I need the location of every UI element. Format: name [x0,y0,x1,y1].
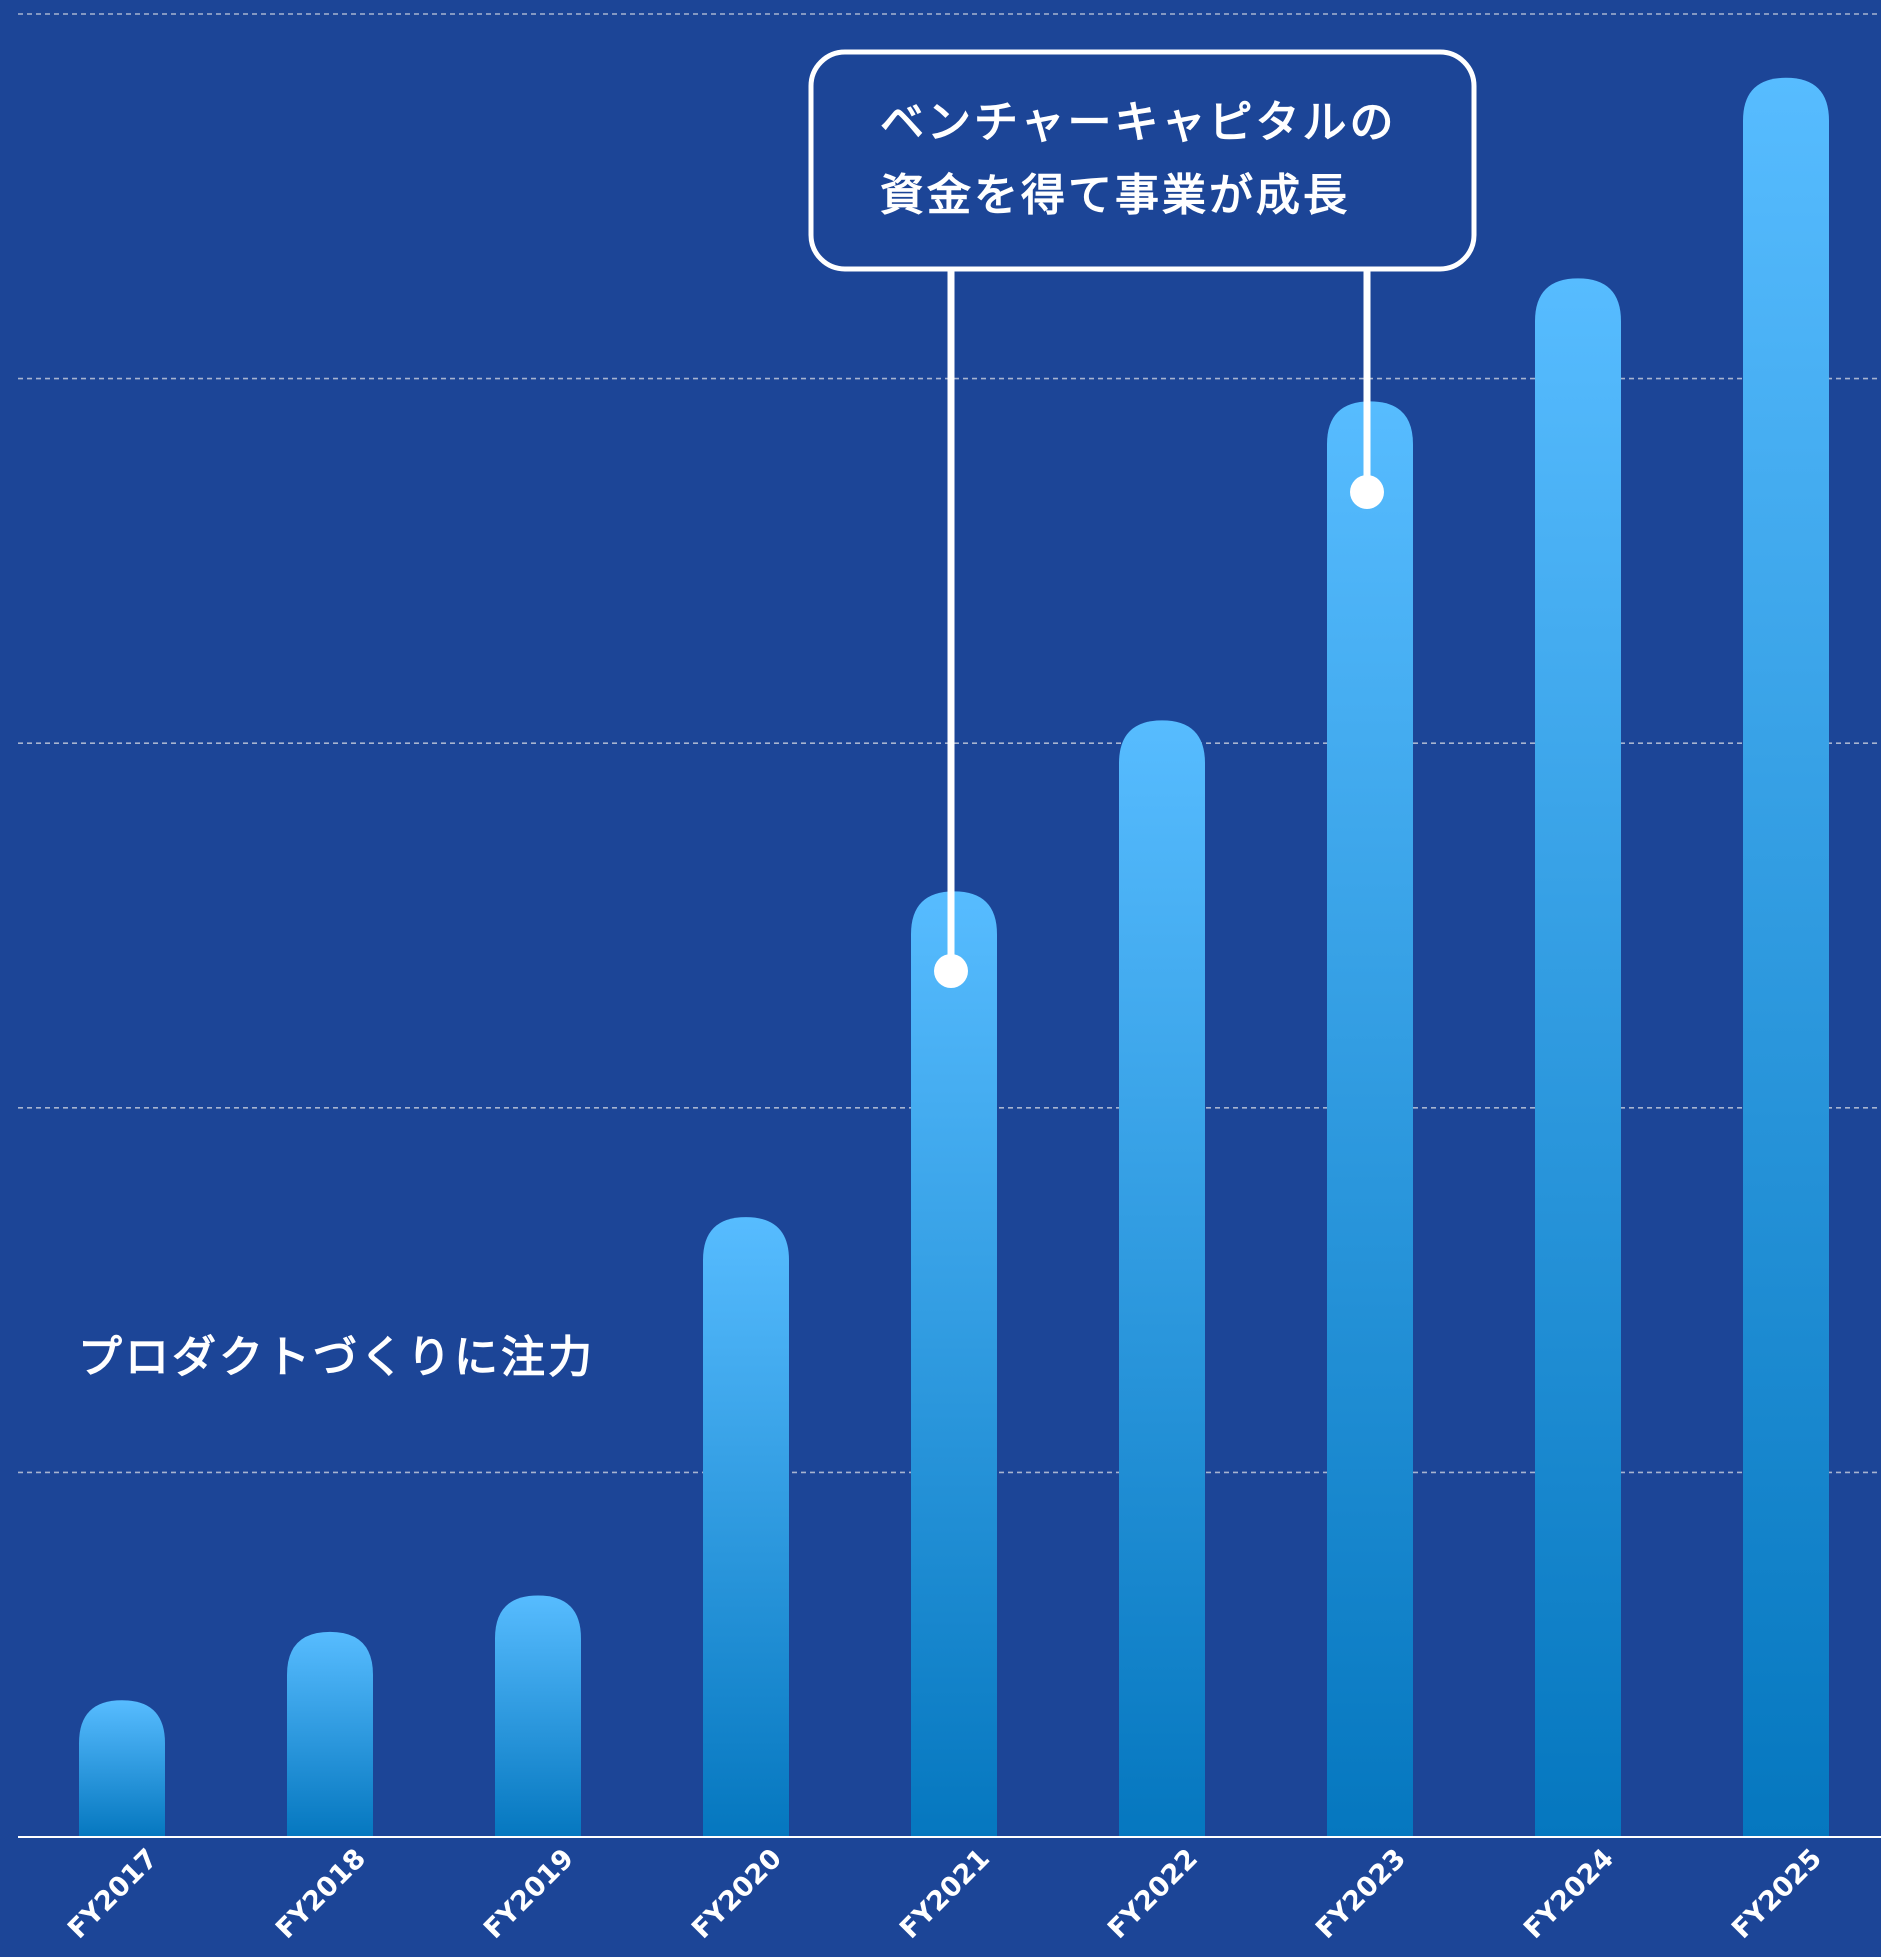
bar-fy2022 [1119,720,1205,1837]
bar-fy2023 [1327,401,1413,1838]
bar-fy2018 [287,1631,373,1837]
annotation-vc-line1: ベンチャーキャピタルの [880,97,1397,148]
bar-fy2021 [911,891,997,1837]
bar-fy2025 [1743,77,1829,1837]
annotation-early-focus: プロダクトづくりに注力 [78,1332,595,1383]
leader-dot-fy2021 [934,954,968,988]
bar-fy2017 [79,1700,165,1837]
annotation-vc-callout: ベンチャーキャピタルの 資金を得て事業が成長 [808,49,1477,988]
annotation-box [808,49,1477,272]
bar-fy2020 [703,1217,789,1837]
bar-fy2019 [495,1595,581,1837]
annotation-leaders [934,269,1384,988]
leader-dot-fy2023 [1350,475,1384,509]
annotation-vc-line2: 資金を得て事業が成長 [880,170,1350,221]
bars [79,77,1829,1838]
bar-fy2024 [1535,278,1621,1838]
